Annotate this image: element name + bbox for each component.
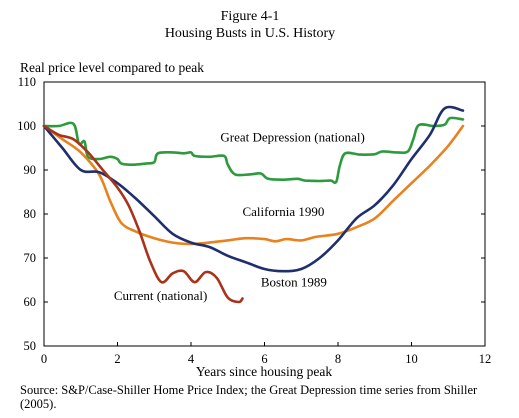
x-tick-label: 0 [41, 352, 47, 366]
series-label: California 1990 [242, 204, 324, 219]
figure-title-block: Figure 4-1 Housing Busts in U.S. History [40, 8, 460, 42]
x-tick-label: 10 [405, 352, 418, 366]
series-label: Great Depression (national) [220, 129, 364, 144]
series-label: Boston 1989 [261, 275, 327, 290]
series-line-great-depression-national [42, 116, 465, 185]
line-chart: Real price level compared to peak 506070… [17, 60, 491, 379]
y-tick-label: 50 [24, 339, 37, 353]
series-line-current-national [42, 124, 244, 304]
figure-title: Figure 4-1 [220, 9, 280, 24]
y-tick-label: 100 [17, 119, 36, 133]
series-label: Current (national) [114, 288, 208, 303]
annotation-layer: Great Depression (national) California 19… [114, 129, 365, 302]
source-note: Source: S&P/Case-Shiller Home Price Inde… [20, 383, 478, 411]
y-tick-label: 80 [24, 207, 37, 221]
x-tick-label: 4 [188, 352, 195, 366]
x-tick-label: 6 [261, 352, 267, 366]
series-layer [42, 105, 465, 304]
series-line-boston-1989 [42, 105, 465, 273]
axes: 50 60 70 80 90 100 110 0 2 4 6 8 10 12 [17, 75, 491, 366]
y-axis-label: Real price level compared to peak [20, 60, 204, 75]
series-line-california-1990 [42, 124, 465, 246]
x-tick-label: 12 [479, 352, 492, 366]
y-tick-label: 90 [24, 163, 37, 177]
figure-subtitle: Housing Busts in U.S. History [164, 26, 336, 41]
y-tick-label: 60 [24, 295, 37, 309]
y-tick-label: 110 [18, 75, 36, 89]
x-tick-label: 2 [114, 352, 120, 366]
y-tick-label: 70 [24, 251, 37, 265]
x-tick-label: 8 [335, 352, 341, 366]
x-axis-label: Years since housing peak [196, 364, 332, 379]
